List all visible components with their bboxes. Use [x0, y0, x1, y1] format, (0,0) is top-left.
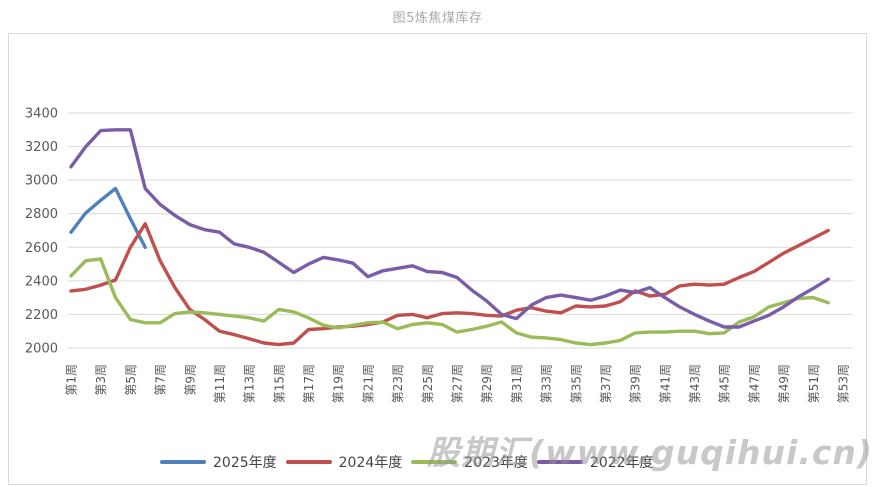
legend-line-swatch	[285, 460, 332, 464]
legend-label: 2022年度	[589, 455, 654, 471]
chart-legend: 2025年度 2024年度 2023年度 2022年度	[160, 452, 663, 472]
chart-plot-frame	[8, 33, 867, 485]
legend-item: 2025年度	[160, 452, 282, 472]
legend-line-swatch	[536, 460, 583, 464]
chart-title: 图5炼焦煤库存	[392, 11, 483, 26]
watermark-text: 股期汇(www.guqihui.cn)	[427, 433, 873, 472]
legend-label: 2023年度	[464, 455, 528, 471]
legend-line-swatch	[160, 460, 206, 464]
legend-label: 2025年度	[213, 455, 277, 471]
legend-line-swatch	[411, 460, 458, 464]
legend-item: 2024年度	[285, 452, 408, 472]
legend-item: 2022年度	[536, 452, 659, 472]
legend-label: 2024年度	[338, 455, 403, 471]
legend-item: 2023年度	[411, 452, 533, 472]
